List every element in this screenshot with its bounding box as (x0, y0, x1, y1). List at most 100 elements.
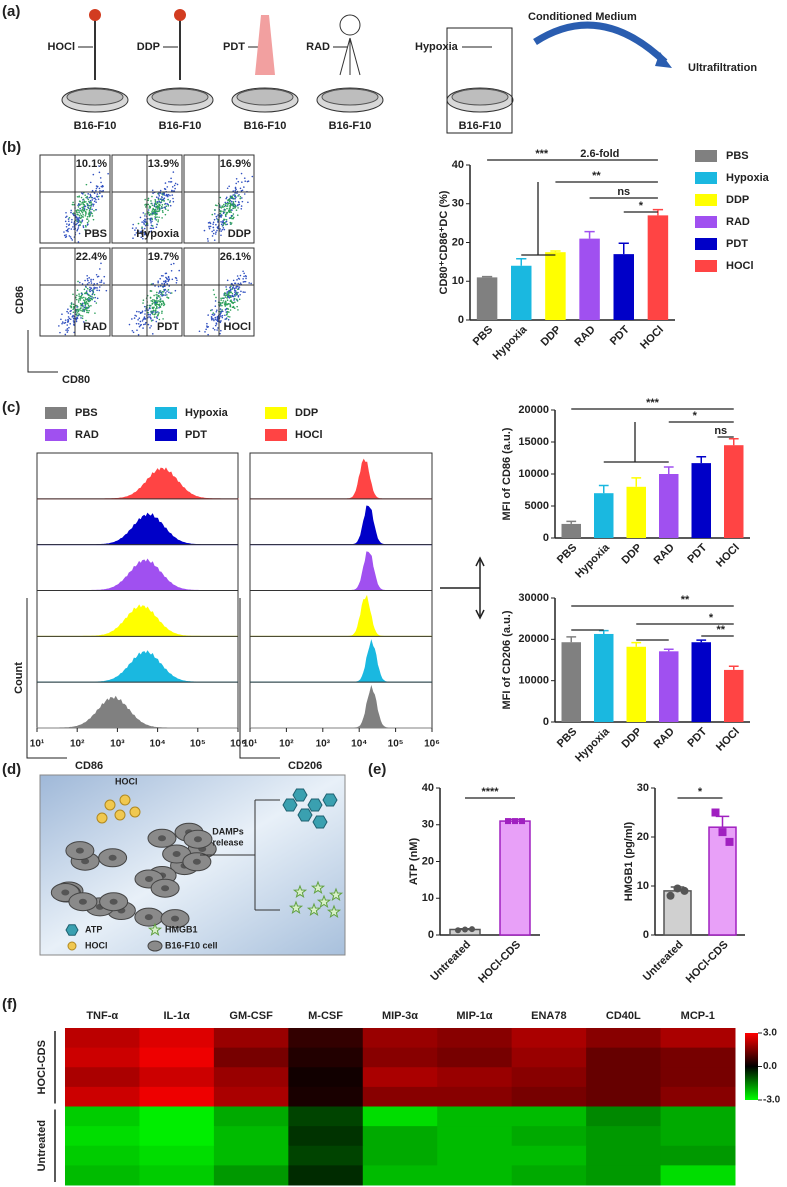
bar (594, 633, 614, 722)
x-tick-label: RAD (652, 726, 677, 751)
heatmap-cell (437, 1165, 513, 1186)
y-tick-label: 40 (422, 782, 434, 794)
x-tick-label: Untreated (641, 939, 686, 984)
sig-label: ** (716, 624, 725, 636)
heatmap-cell (288, 1067, 364, 1088)
error-bar (728, 665, 739, 670)
x-tick-label: RAD (652, 542, 677, 567)
nucleus (193, 836, 202, 843)
axis-arrow (27, 330, 58, 373)
histogram (250, 551, 432, 591)
sig-label: * (639, 200, 644, 212)
error-bar (566, 636, 577, 643)
y-tick-label: 30000 (518, 592, 549, 604)
cell-line: B16-F10 (244, 120, 287, 132)
nucleus (108, 854, 117, 861)
heatmap-cell (362, 1106, 438, 1127)
illustration-label: DAMPs (212, 826, 244, 836)
data-point (680, 886, 689, 895)
error-bar (516, 258, 527, 266)
y-tick-label: 0 (428, 929, 434, 941)
arrow-label: Ultrafiltration (688, 62, 757, 74)
illustration-label: HOCl (115, 776, 138, 786)
nucleus (144, 875, 153, 882)
row-group-label: Untreated (36, 1120, 48, 1171)
heatmap-cell (65, 1126, 140, 1147)
column-label: GM-CSF (229, 1010, 273, 1022)
bar (613, 254, 634, 320)
panel-label: (e) (368, 761, 386, 778)
y-axis-label: ATP (nM) (408, 838, 420, 886)
y-tick-label: 10 (452, 275, 464, 287)
x-tick-label: DDP (620, 542, 645, 567)
legend-label: PDT (185, 429, 207, 441)
heatmap-cell (660, 1126, 736, 1147)
column-label: CD40L (606, 1010, 641, 1022)
axis-label: CD86 (14, 286, 26, 314)
y-tick-label: 0 (543, 716, 549, 728)
treatment-label: PDT (223, 41, 245, 53)
heatmap-cell (65, 1086, 140, 1107)
legend-swatch (45, 429, 67, 441)
heatmap-cell (437, 1067, 513, 1088)
heatmap-cell (660, 1047, 736, 1068)
dropper-bulb (174, 9, 186, 21)
sig-label: ns (617, 186, 630, 198)
x-tick-label: 10² (70, 739, 85, 750)
bar (659, 474, 679, 538)
y-axis-label: MFI of CD86 (a.u.) (501, 427, 513, 520)
y-axis-label: HMGB1 (pg/ml) (623, 821, 635, 901)
error-bar (566, 520, 577, 524)
column-label: ENA78 (531, 1010, 566, 1022)
heatmap-cell (213, 1106, 289, 1127)
sig-label: ns (714, 425, 727, 437)
panel-label: (d) (2, 761, 21, 778)
y-axis-label: CD80⁺CD86⁺DC (%) (438, 190, 450, 294)
data-point (673, 884, 682, 893)
cell (147, 940, 163, 952)
heatmap-cell (65, 1106, 140, 1127)
heatmap-cell (213, 1145, 289, 1166)
bar (724, 445, 744, 538)
y-axis-label: MFI of CD206 (a.u.) (501, 610, 513, 709)
heatmap-cell (437, 1047, 513, 1068)
heatmap-cell (139, 1106, 215, 1127)
legend-swatch (695, 238, 717, 250)
y-tick-label: 0 (458, 314, 464, 326)
heatmap-cell (139, 1126, 215, 1147)
hmgb1-icon (147, 922, 163, 937)
hmgb1-icon (328, 887, 344, 902)
cell-line: B16-F10 (459, 120, 502, 132)
group-name: DDP (228, 228, 251, 240)
heatmap-cell (586, 1126, 662, 1147)
heatmap-cell (511, 1067, 587, 1088)
legend-label: PBS (75, 407, 98, 419)
atp-icon (282, 798, 298, 812)
y-tick-label: 10000 (518, 675, 549, 687)
bar (511, 265, 532, 320)
sig-label: **** (481, 786, 499, 798)
cell-line: B16-F10 (329, 120, 372, 132)
hocl-molecule (104, 799, 116, 811)
nucleus (157, 835, 166, 842)
legend-label: RAD (726, 216, 750, 228)
y-tick-label: 5000 (525, 500, 549, 512)
nucleus (172, 851, 181, 858)
sig-label: 2.6-fold (580, 148, 619, 160)
x-tick-label: PDT (685, 541, 709, 565)
x-tick-label: 10⁵ (190, 739, 206, 750)
error-bar (715, 815, 730, 828)
heatmap-cell (660, 1067, 736, 1088)
nucleus (144, 914, 153, 921)
x-tick-label: DDP (620, 726, 645, 751)
error-bar (550, 250, 561, 253)
heatmap-cell (288, 1047, 364, 1068)
x-tick-label: PDT (608, 323, 632, 347)
legend-swatch (45, 407, 67, 419)
histogram (37, 558, 238, 591)
heatmap-cell (139, 1165, 215, 1186)
error-bar (728, 438, 739, 446)
column-label: IL-1α (164, 1010, 191, 1022)
hocl-molecule (119, 794, 131, 806)
heatmap-cell (213, 1126, 289, 1147)
